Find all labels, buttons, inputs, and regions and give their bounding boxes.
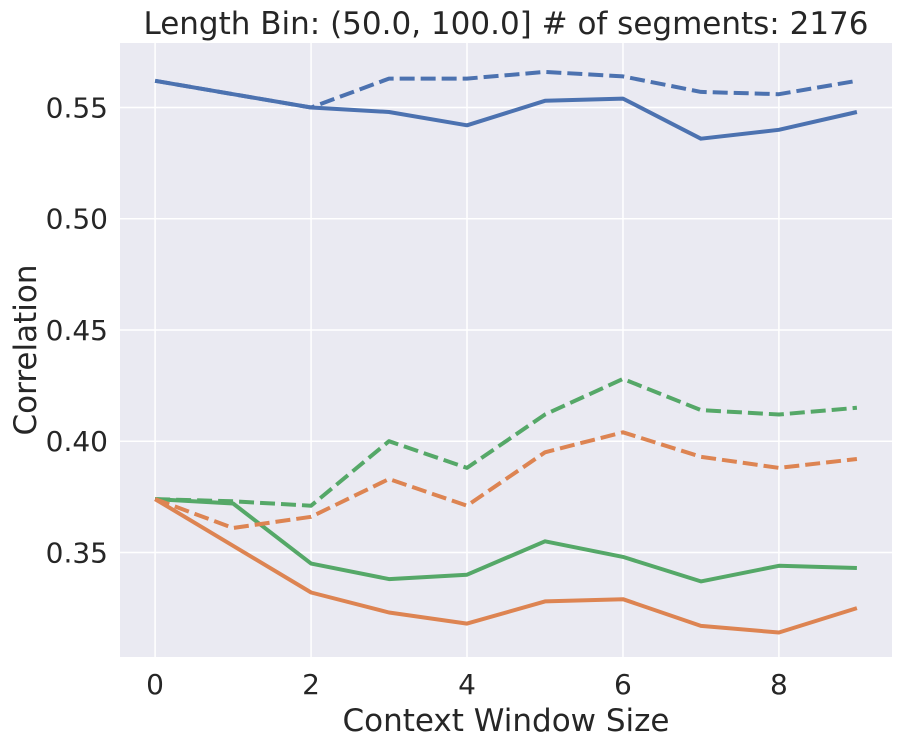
- y-axis-label: Correlation: [8, 265, 44, 436]
- series-line-1: [154, 69, 858, 110]
- x-tick-label: 0: [146, 668, 164, 701]
- series-line-5: [154, 430, 858, 530]
- x-tick-label: 2: [302, 668, 320, 701]
- x-tick-label: 6: [614, 668, 632, 701]
- y-tick-label: 0.45: [46, 314, 108, 347]
- grid-lines: [120, 43, 892, 657]
- series-line-3: [155, 376, 858, 508]
- series-line-4: [154, 497, 858, 635]
- series-group: [154, 69, 858, 635]
- y-tick-label: 0.55: [46, 92, 108, 125]
- x-axis-label: Context Window Size: [342, 703, 669, 739]
- y-tick-label: 0.35: [46, 536, 108, 569]
- y-tick-label: 0.50: [46, 203, 108, 236]
- series-line-2: [154, 497, 857, 584]
- x-tick-label: 8: [770, 668, 788, 701]
- y-tick-label: 0.40: [46, 425, 108, 458]
- x-tick-label: 4: [458, 668, 476, 701]
- tick-labels: 0 2 4 6 8 0.35 0.40 0.45 0.50 0.55: [46, 92, 788, 701]
- chart-title: Length Bin: (50.0, 100.0] # of segments:…: [143, 6, 868, 42]
